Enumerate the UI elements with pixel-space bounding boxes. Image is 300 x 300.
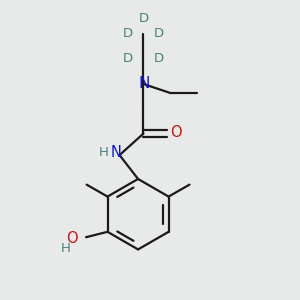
Text: N: N: [111, 145, 122, 160]
Text: D: D: [154, 52, 164, 64]
Text: O: O: [66, 231, 78, 246]
Text: O: O: [170, 125, 182, 140]
Text: N: N: [138, 76, 150, 91]
Text: H: H: [99, 146, 109, 159]
Text: D: D: [123, 27, 133, 40]
Text: D: D: [154, 27, 164, 40]
Text: D: D: [123, 52, 133, 64]
Text: D: D: [138, 12, 148, 25]
Text: H: H: [61, 242, 71, 255]
